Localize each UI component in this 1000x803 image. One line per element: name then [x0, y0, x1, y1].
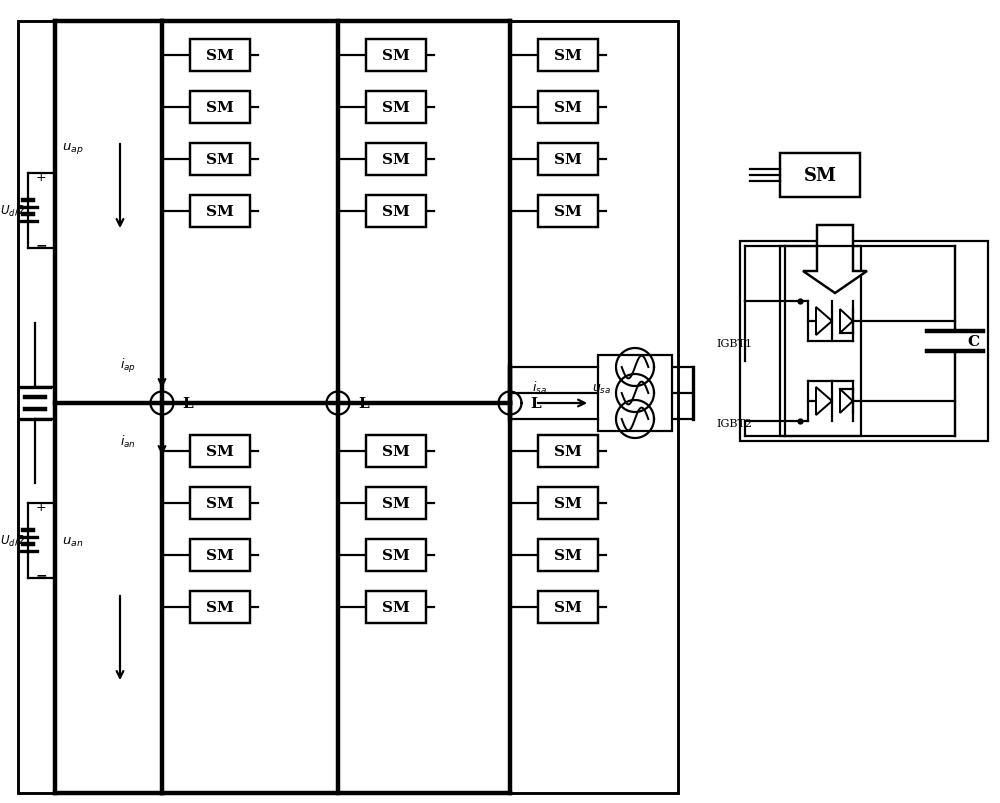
Text: $u_{ap}$: $u_{ap}$ [62, 141, 84, 157]
Bar [366, 435, 426, 467]
Polygon shape [803, 226, 867, 294]
Bar [366, 40, 426, 72]
Text: SM: SM [803, 167, 836, 185]
Bar [190, 487, 250, 520]
Text: SM: SM [206, 49, 234, 63]
Text: SM: SM [382, 496, 410, 511]
Text: SM: SM [554, 205, 582, 218]
Polygon shape [816, 308, 832, 336]
Bar [780, 247, 861, 437]
Bar [366, 540, 426, 571]
Text: $U_d/2$: $U_d/2$ [0, 204, 26, 218]
Text: $i_{an}$: $i_{an}$ [120, 434, 136, 450]
Bar [538, 92, 598, 124]
Text: SM: SM [206, 205, 234, 218]
Bar [538, 40, 598, 72]
Bar [538, 144, 598, 176]
Bar [190, 435, 250, 467]
Bar [366, 92, 426, 124]
Text: SM: SM [554, 153, 582, 167]
Bar [190, 540, 250, 571]
Text: SM: SM [554, 496, 582, 511]
Bar [538, 540, 598, 571]
Text: $U_d/2$: $U_d/2$ [0, 533, 26, 548]
Text: SM: SM [382, 444, 410, 459]
Text: SM: SM [206, 101, 234, 115]
Text: $u_{an}$: $u_{an}$ [62, 535, 83, 548]
Text: SM: SM [206, 444, 234, 459]
Text: $i_{sa}$: $i_{sa}$ [532, 380, 547, 396]
Bar [190, 591, 250, 623]
Bar [190, 196, 250, 228]
Polygon shape [840, 310, 853, 333]
Text: SM: SM [206, 601, 234, 614]
Text: +: + [36, 501, 46, 514]
Bar [366, 591, 426, 623]
Text: SM: SM [554, 444, 582, 459]
Bar [780, 154, 860, 198]
Polygon shape [816, 388, 832, 415]
Bar [538, 196, 598, 228]
Bar [366, 487, 426, 520]
Text: SM: SM [382, 153, 410, 167]
Bar [366, 196, 426, 228]
Text: SM: SM [382, 548, 410, 562]
Text: −: − [35, 567, 47, 581]
Text: SM: SM [206, 153, 234, 167]
Text: SM: SM [554, 101, 582, 115]
Text: SM: SM [554, 601, 582, 614]
Text: SM: SM [382, 205, 410, 218]
Text: SM: SM [554, 548, 582, 562]
Text: IGBT1: IGBT1 [716, 339, 752, 349]
Text: SM: SM [206, 496, 234, 511]
Text: L: L [358, 397, 369, 410]
Text: $i_{ap}$: $i_{ap}$ [120, 357, 136, 374]
Bar [190, 40, 250, 72]
Bar [538, 591, 598, 623]
Text: C: C [967, 335, 979, 349]
Bar [538, 435, 598, 467]
Text: SM: SM [554, 49, 582, 63]
Bar [598, 356, 672, 431]
Bar [366, 144, 426, 176]
Text: IGBT2: IGBT2 [716, 418, 752, 429]
Text: L: L [182, 397, 193, 410]
Text: $u_{sa}$: $u_{sa}$ [592, 382, 611, 396]
Text: SM: SM [382, 49, 410, 63]
Bar [190, 92, 250, 124]
Bar [190, 144, 250, 176]
Text: L: L [530, 397, 541, 410]
Text: SM: SM [206, 548, 234, 562]
Bar [740, 242, 988, 442]
Text: SM: SM [382, 601, 410, 614]
Text: SM: SM [382, 101, 410, 115]
Bar [538, 487, 598, 520]
Polygon shape [840, 389, 853, 414]
Text: −: − [35, 238, 47, 251]
Text: +: + [36, 171, 46, 184]
Bar [18, 22, 678, 793]
